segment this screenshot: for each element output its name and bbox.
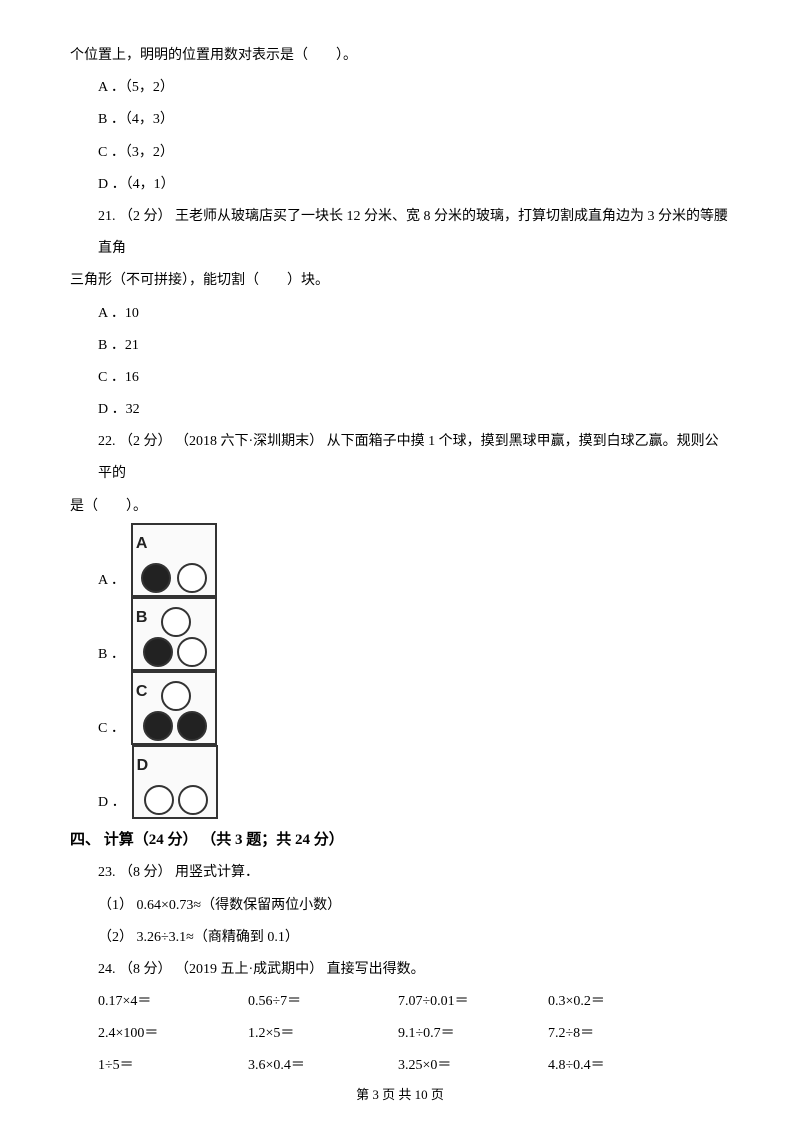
q23-stem: 23. （8 分） 用竖式计算． — [70, 857, 730, 889]
ball-black-icon — [141, 563, 171, 593]
q20-stem-cont: 个位置上，明明的位置用数对表示是（ ）。 — [70, 40, 730, 72]
q22-stem2: 是（ ）。 — [70, 491, 730, 523]
box-d-label: D — [137, 748, 149, 785]
q23-p2: （2） 3.26÷3.1≈（商精确到 0.1） — [70, 922, 730, 954]
q24-r2c4: 7.2÷8＝ — [548, 1018, 698, 1050]
q24-r1c3: 7.07÷0.01＝ — [398, 986, 548, 1018]
q21-option-d: D ．32 — [70, 394, 730, 426]
box-c: C — [131, 671, 217, 745]
q24-r1c1: 0.17×4＝ — [98, 986, 248, 1018]
q24-r2c2: 1.2×5＝ — [248, 1018, 398, 1050]
q22-option-a-prefix: A ． — [98, 565, 125, 597]
q22-option-d-prefix: D ． — [98, 787, 126, 819]
q24-stem: 24. （8 分） （2019 五上·成武期中） 直接写出得数。 — [70, 954, 730, 986]
q22-option-b-row: B ． B — [70, 597, 730, 671]
q22-option-d-row: D ． D — [70, 745, 730, 819]
box-c-label: C — [136, 674, 148, 711]
q22-option-b-prefix: B ． — [98, 639, 125, 671]
ball-white-icon — [144, 785, 174, 815]
q24-r3c1: 1÷5＝ — [98, 1050, 248, 1082]
q24-row1: 0.17×4＝ 0.56÷7＝ 7.07÷0.01＝ 0.3×0.2＝ — [70, 986, 730, 1018]
q24-r1c2: 0.56÷7＝ — [248, 986, 398, 1018]
q22-stem1: 22. （2 分） （2018 六下·深圳期末） 从下面箱子中摸 1 个球，摸到… — [70, 426, 730, 490]
q20-option-d: D ．（4，1） — [70, 169, 730, 201]
box-a-label: A — [136, 526, 148, 563]
box-b: B — [131, 597, 217, 671]
ball-black-icon — [177, 711, 207, 741]
q24-r2c3: 9.1÷0.7＝ — [398, 1018, 548, 1050]
box-b-label: B — [136, 600, 148, 637]
q24-r2c1: 2.4×100＝ — [98, 1018, 248, 1050]
section-4-title: 四、 计算（24 分） （共 3 题；共 24 分） — [70, 823, 730, 858]
q22-option-a-row: A ． A — [70, 523, 730, 597]
q22-option-c-prefix: C ． — [98, 713, 125, 745]
q21-stem1: 21. （2 分） 王老师从玻璃店买了一块长 12 分米、宽 8 分米的玻璃，打… — [70, 201, 730, 265]
q20-option-c: C ．（3，2） — [70, 137, 730, 169]
q24-r1c4: 0.3×0.2＝ — [548, 986, 698, 1018]
page-footer: 第 3 页 共 10 页 — [0, 1080, 800, 1110]
ball-white-icon — [161, 607, 191, 637]
q20-option-b: B ．（4，3） — [70, 104, 730, 136]
q24-row3: 1÷5＝ 3.6×0.4＝ 3.25×0＝ 4.8÷0.4＝ — [70, 1050, 730, 1082]
q21-option-b: B ．21 — [70, 330, 730, 362]
box-d: D — [132, 745, 218, 819]
q24-r3c4: 4.8÷0.4＝ — [548, 1050, 698, 1082]
q21-option-c: C ．16 — [70, 362, 730, 394]
ball-black-icon — [143, 637, 173, 667]
q24-r3c2: 3.6×0.4＝ — [248, 1050, 398, 1082]
ball-white-icon — [177, 563, 207, 593]
q21-stem2: 三角形（不可拼接），能切割（ ）块。 — [70, 265, 730, 297]
q20-option-a: A ．（5，2） — [70, 72, 730, 104]
q24-row2: 2.4×100＝ 1.2×5＝ 9.1÷0.7＝ 7.2÷8＝ — [70, 1018, 730, 1050]
q24-r3c3: 3.25×0＝ — [398, 1050, 548, 1082]
box-a: A — [131, 523, 217, 597]
q21-option-a: A ．10 — [70, 298, 730, 330]
ball-white-icon — [177, 637, 207, 667]
ball-white-icon — [178, 785, 208, 815]
q23-p1: （1） 0.64×0.73≈（得数保留两位小数） — [70, 890, 730, 922]
ball-white-icon — [161, 681, 191, 711]
ball-black-icon — [143, 711, 173, 741]
q22-option-c-row: C ． C — [70, 671, 730, 745]
